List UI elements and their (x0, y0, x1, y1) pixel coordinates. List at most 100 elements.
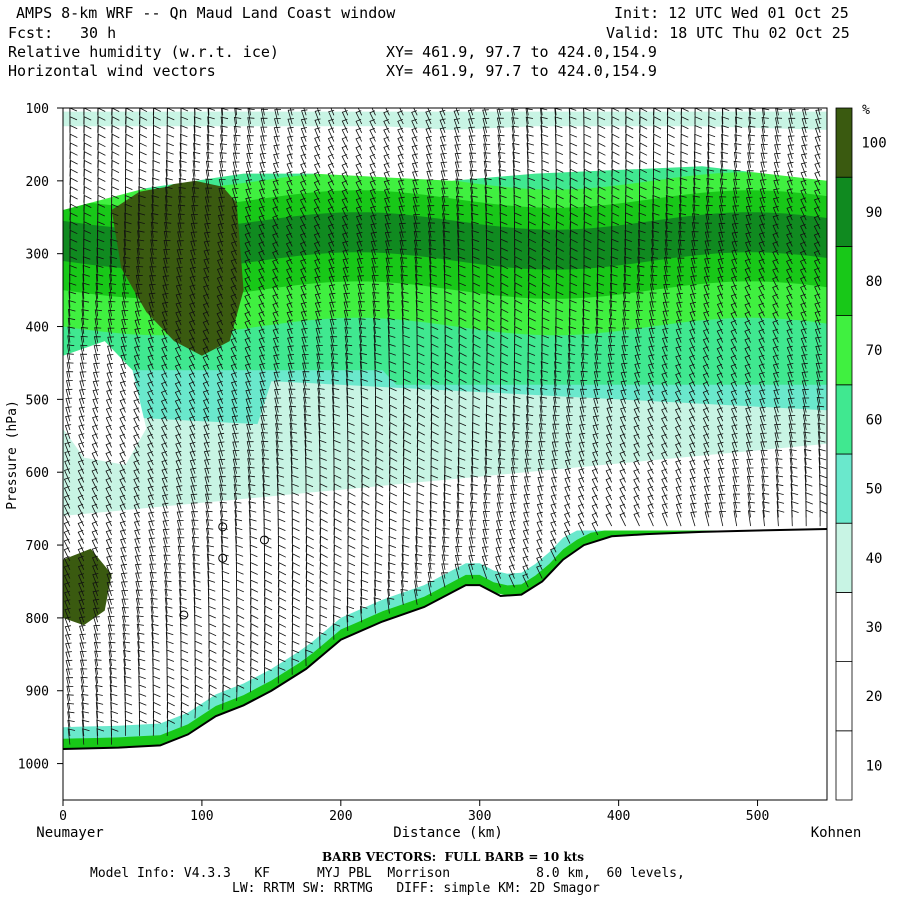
wind-barb (526, 134, 534, 151)
wind-barb (717, 450, 724, 466)
wind-barb (166, 151, 174, 168)
wind-barb (540, 387, 548, 404)
wind-barb (136, 265, 144, 282)
wind-barb (371, 283, 379, 299)
wind-barb (287, 126, 294, 142)
wind-barb (80, 335, 88, 352)
wind-barb (80, 676, 88, 693)
wind-barb (106, 590, 114, 605)
wind-barb (274, 406, 282, 422)
wind-barb (289, 422, 297, 439)
wind-barb (82, 282, 90, 299)
wind-barb (328, 284, 336, 299)
wind-barb (454, 135, 461, 151)
wind-barb (272, 311, 279, 326)
wind-barb (175, 468, 182, 483)
wind-barb (607, 344, 616, 361)
wind-barb (790, 492, 799, 509)
wind-barb (373, 343, 382, 361)
wind-barb (580, 379, 588, 396)
wind-barb (330, 344, 338, 361)
wind-barb (649, 283, 657, 299)
wind-barb (566, 379, 575, 396)
wind-barb (397, 170, 404, 186)
wind-barb (110, 238, 118, 256)
wind-barb (343, 292, 351, 308)
wind-barb (540, 125, 548, 142)
wind-barb (137, 649, 146, 667)
wind-barb (469, 178, 478, 195)
wind-barb (662, 301, 670, 317)
wind-barb (276, 466, 284, 483)
wind-barb (387, 562, 396, 579)
wind-barb (193, 125, 202, 142)
wind-barb (720, 169, 728, 186)
wind-barb (790, 483, 799, 500)
wind-barb (191, 196, 199, 212)
wind-barb (314, 275, 321, 291)
wind-barb (745, 196, 753, 212)
wind-barb (664, 230, 673, 247)
wind-barb (287, 109, 295, 125)
wind-barb (523, 502, 530, 518)
wind-barb (536, 503, 544, 518)
wind-barb (134, 555, 142, 570)
wind-barb (441, 108, 446, 116)
wind-barb (82, 728, 90, 745)
wind-barb (148, 529, 155, 544)
wind-barb (732, 205, 740, 221)
wind-barb (176, 511, 184, 527)
wind-barb (346, 614, 354, 632)
wind-barb (662, 328, 669, 343)
wind-barb (65, 659, 73, 675)
wind-barb (633, 512, 640, 527)
wind-barb (745, 214, 752, 230)
wind-barb (703, 266, 711, 282)
wind-barb (814, 319, 821, 334)
wind-barb (703, 450, 710, 466)
wind-barb (272, 328, 279, 343)
wind-barb (96, 264, 104, 282)
wind-barb (78, 581, 85, 597)
wind-barb (483, 493, 491, 509)
wind-barb (498, 431, 507, 448)
wind-barb (665, 194, 674, 212)
wind-barb (93, 362, 100, 378)
wind-barb (345, 361, 353, 378)
wind-barb (262, 483, 270, 500)
wind-barb (110, 229, 118, 247)
wind-barb (289, 414, 297, 431)
wind-barb (579, 415, 586, 431)
wind-barb (314, 284, 321, 299)
wind-barb (482, 520, 490, 535)
wind-barb (691, 231, 699, 247)
wind-barb (745, 415, 752, 431)
wind-barb (64, 633, 72, 649)
wind-barb (469, 501, 478, 518)
wind-barb (705, 222, 713, 238)
wind-barb (744, 381, 751, 396)
wind-barb (635, 309, 643, 326)
wind-barb (147, 503, 154, 518)
wind-barb (497, 151, 506, 168)
wind-barb (414, 580, 422, 597)
wind-barb (108, 309, 116, 326)
wind-barb (329, 301, 336, 317)
wind-barb (149, 572, 157, 588)
wind-barb (554, 352, 562, 369)
wind-barb (245, 372, 252, 387)
wind-barb (151, 212, 159, 229)
wind-barb (190, 249, 197, 265)
wind-barb (733, 178, 741, 195)
wind-barb (275, 440, 283, 457)
wind-barb (774, 144, 782, 160)
wind-barb (388, 544, 397, 562)
wind-barb (164, 204, 172, 221)
wind-barb (456, 501, 464, 518)
wind-barb (483, 484, 491, 500)
wind-barb (692, 213, 700, 229)
wind-barb (537, 458, 545, 474)
wind-barb (428, 562, 436, 579)
wind-barb (135, 274, 143, 291)
wind-barb (662, 310, 670, 326)
